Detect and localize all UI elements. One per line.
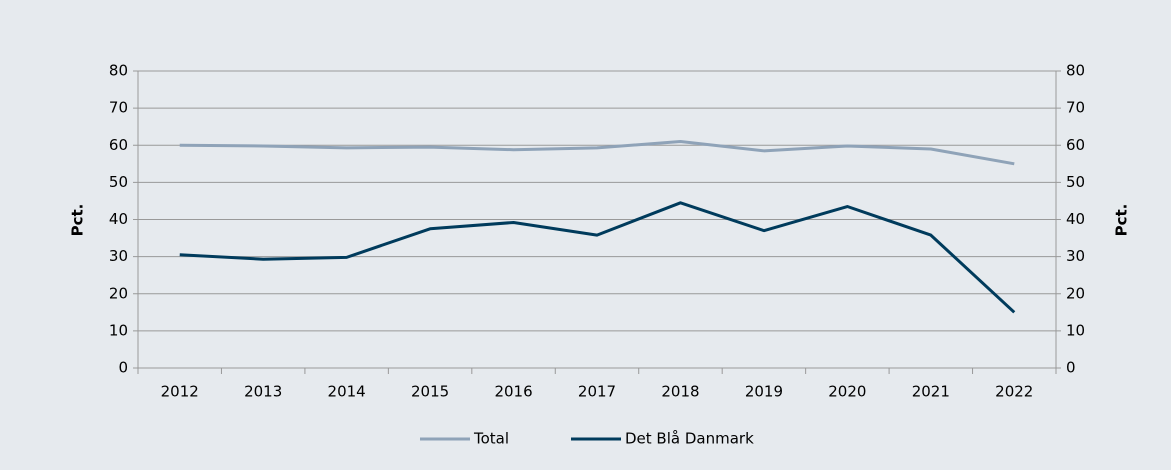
- y2-tick-label: 80: [1066, 62, 1085, 80]
- x-tick-label: 2020: [828, 383, 866, 401]
- y-tick-label: 0: [118, 359, 128, 377]
- y-tick-label: 50: [109, 173, 128, 191]
- y2-tick-label: 20: [1066, 284, 1085, 302]
- y2-tick-label: 30: [1066, 247, 1085, 265]
- legend-label: Det Blå Danmark: [625, 430, 754, 448]
- y2-tick-label: 40: [1066, 210, 1085, 228]
- line-series: [179, 201, 1016, 314]
- y2-tick-label: 0: [1066, 359, 1076, 377]
- x-tick-label: 2015: [411, 383, 449, 401]
- x-tick-label: 2019: [745, 383, 783, 401]
- x-tick-label: 2022: [995, 383, 1033, 401]
- y2-tick-label: 70: [1066, 99, 1085, 117]
- x-tick-label: 2013: [244, 383, 282, 401]
- x-tick-label: 2018: [661, 383, 699, 401]
- line-series: [179, 140, 1015, 166]
- x-tick-label: 2021: [912, 383, 950, 401]
- y-tick-label: 10: [109, 321, 128, 339]
- y-tick-label: 40: [109, 210, 128, 228]
- x-tick-label: 2017: [578, 383, 616, 401]
- y-tick-label: 60: [109, 136, 128, 154]
- y-tick-label: 20: [109, 284, 128, 302]
- y2-tick-label: 10: [1066, 321, 1085, 339]
- x-tick-label: 2016: [494, 383, 532, 401]
- y-tick-label: 70: [109, 99, 128, 117]
- y2-tick-label: 50: [1066, 173, 1085, 191]
- y-tick-label: 30: [109, 247, 128, 265]
- y-tick-label: 80: [109, 62, 128, 80]
- x-tick-label: 2012: [161, 383, 199, 401]
- y2-axis-label: Pct.: [1113, 204, 1131, 237]
- y-axis-label: Pct.: [69, 204, 87, 237]
- x-tick-label: 2014: [328, 383, 366, 401]
- y2-tick-label: 60: [1066, 136, 1085, 154]
- legend-label: Total: [473, 430, 509, 448]
